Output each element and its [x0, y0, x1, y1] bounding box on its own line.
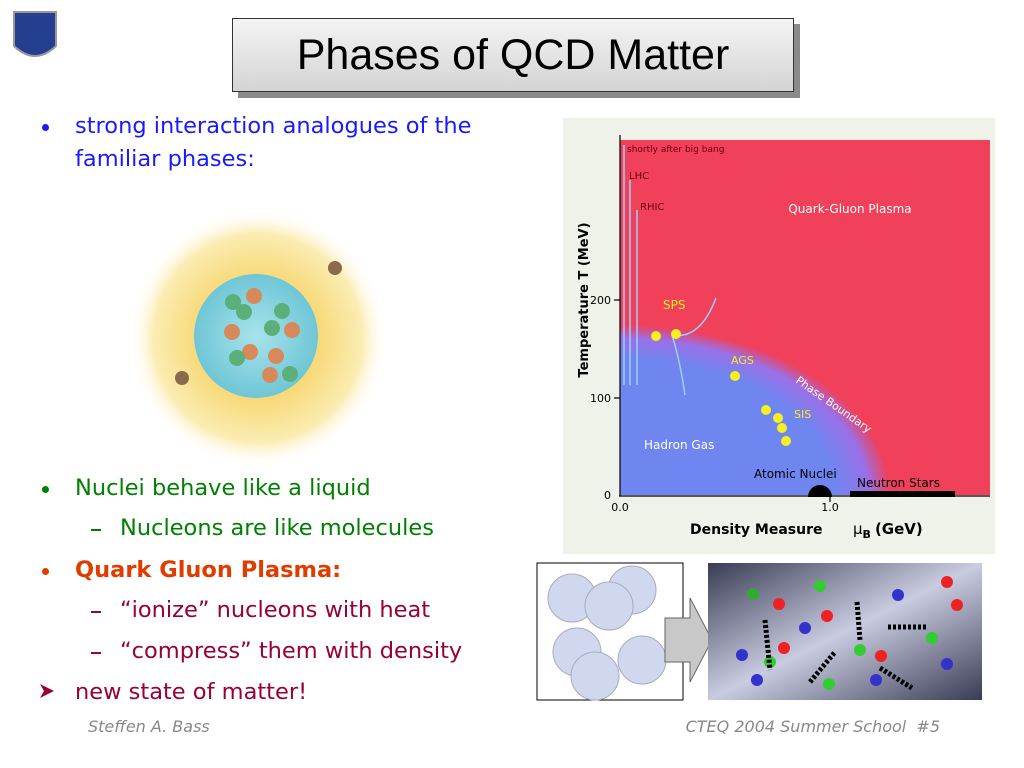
gluons	[762, 601, 926, 691]
sub-dash	[91, 611, 101, 613]
label: Phase Boundary	[793, 374, 874, 436]
free-quarks	[736, 576, 963, 690]
nuclei-dot	[808, 485, 832, 497]
bullet-text: strong interaction analogues of the fami…	[75, 113, 472, 172]
bullet-arrow	[40, 684, 54, 698]
axes	[614, 135, 990, 502]
label: SIS	[794, 408, 811, 421]
nucleons	[224, 288, 300, 383]
atom-cloud	[128, 208, 388, 468]
label: LHC	[629, 171, 649, 182]
label: Neutron Stars	[857, 476, 940, 490]
label: SPS	[663, 298, 685, 312]
label: RHIC	[640, 202, 664, 213]
nucleons-box	[536, 562, 684, 701]
x-tick-label: 0.0	[611, 501, 629, 514]
label: AGS	[731, 354, 754, 367]
footer-author: Steffen A. Bass	[88, 717, 210, 736]
bullet-dot	[42, 568, 49, 575]
x-axis-label: Density Measure	[690, 522, 822, 538]
nucleon-bubbles	[547, 565, 667, 701]
nucleus	[194, 274, 318, 398]
footer-event: CTEQ 2004 Summer School #5	[685, 717, 940, 736]
electron	[175, 371, 189, 385]
label: Atomic Nuclei	[754, 467, 837, 481]
diagram-bg	[563, 118, 995, 554]
x-unit: μB (GeV)	[853, 520, 923, 541]
hadron-region	[620, 325, 890, 495]
experiment-points	[651, 329, 791, 446]
label: shortly after big bang	[627, 145, 724, 155]
bullet-text: Quark Gluon Plasma:	[75, 557, 342, 583]
y-tick-label: 0	[604, 489, 611, 502]
y-tick-label: 200	[590, 294, 611, 307]
arrow	[664, 597, 713, 683]
electron	[328, 261, 342, 275]
y-axis-label: Temperature T (MeV)	[577, 222, 592, 377]
sub-text: Nucleons are like molecules	[120, 515, 434, 541]
label: Hadron Gas	[644, 438, 714, 452]
qgp-region	[620, 140, 990, 495]
y-tick-label: 100	[590, 392, 611, 405]
sub-text: “ionize” nucleons with heat	[120, 597, 431, 623]
sub-text: “compress” them with density	[120, 638, 463, 664]
neutron-star-bar	[850, 491, 955, 497]
logo	[13, 11, 57, 57]
plasma-box	[708, 563, 982, 700]
x-tick-label: 1.0	[821, 501, 839, 514]
bullet-text: Nuclei behave like a liquid	[75, 475, 371, 501]
bullet-dot	[42, 124, 49, 131]
sub-dash	[91, 652, 101, 654]
bullet-dot	[42, 486, 49, 493]
sub-dash	[91, 529, 101, 531]
bullet-text: new state of matter!	[75, 679, 308, 705]
slide-title: Phases of QCD Matter	[232, 18, 794, 92]
trajectories	[623, 145, 717, 396]
label: Quark-Gluon Plasma	[788, 202, 911, 216]
